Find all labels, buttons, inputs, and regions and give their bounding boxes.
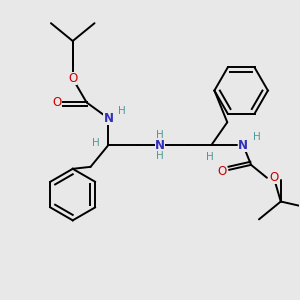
Text: O: O <box>269 171 278 184</box>
Text: N: N <box>238 139 248 152</box>
Text: H: H <box>156 130 164 140</box>
Text: H: H <box>206 152 213 162</box>
Text: O: O <box>68 72 77 85</box>
Text: H: H <box>118 106 126 116</box>
Text: O: O <box>52 96 62 109</box>
Text: N: N <box>155 139 165 152</box>
Text: H: H <box>92 138 99 148</box>
Text: N: N <box>103 112 113 125</box>
Text: O: O <box>218 165 227 178</box>
Text: H: H <box>156 151 164 161</box>
Text: H: H <box>253 132 261 142</box>
